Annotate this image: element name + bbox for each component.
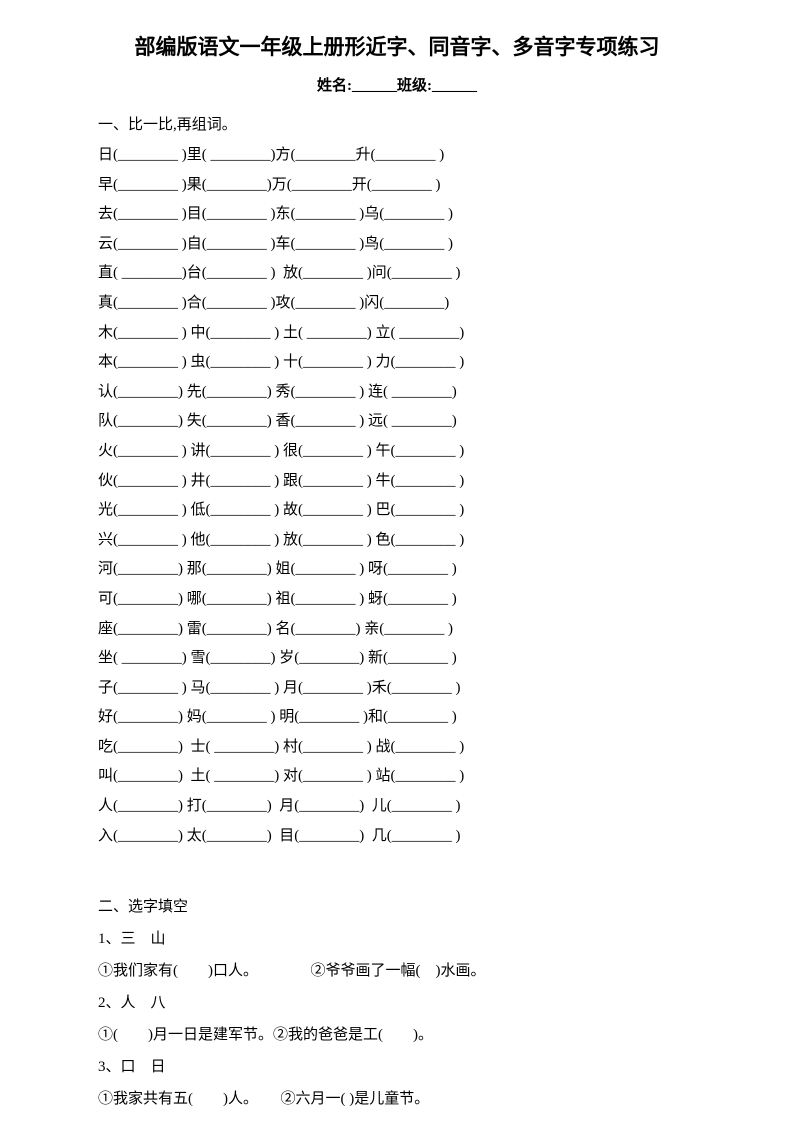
fill-blank-sentence: ①我们家有( )口人。 ②爷爷画了一幅( )水画。 bbox=[98, 963, 486, 980]
section2-item: 1、三 山 ①我们家有( )口人。 ②爷爷画了一幅( )水画。 bbox=[98, 923, 734, 987]
word-pair-row: 真(________ )合(________ )攻(________ )闪(__… bbox=[98, 294, 450, 311]
word-pair-row: 好(________) 妈(________ ) 明(________ )和(_… bbox=[98, 709, 457, 726]
word-pair-row: 本(________ ) 虫(________ ) 十(________ ) 力… bbox=[98, 354, 465, 371]
word-pair-row: 火(________ ) 讲(________ ) 很(________ ) 午… bbox=[98, 442, 465, 459]
word-pair-row: 队(________) 失(________) 香(________ ) 远( … bbox=[98, 413, 457, 430]
word-pair-row: 光(________ ) 低(________ ) 故(________ ) 巴… bbox=[98, 502, 465, 519]
section1-rows: 日(________ )里( ________)方(________升(____… bbox=[98, 141, 734, 851]
word-pair-row: 云(________ )自(________ )车(________ )鸟(__… bbox=[98, 235, 453, 252]
word-pair-row: 去(________ )目(________ )东(________ )乌(__… bbox=[98, 206, 453, 223]
section1-heading: 一、比一比,再组词。 bbox=[98, 117, 237, 133]
word-pair-row: 子(________ ) 马(________ ) 月(________ )禾(… bbox=[98, 679, 461, 696]
worksheet-body: 一、比一比,再组词。 日(________ )里( ________)方(___… bbox=[98, 112, 734, 1115]
word-pair-row: 早(________ )果(________)万(________开(_____… bbox=[98, 176, 441, 193]
word-pair-row: 直( ________)台(________ ) 放(________ )问(_… bbox=[98, 265, 461, 282]
section2: 二、选字填空 1、三 山 ①我们家有( )口人。 ②爷爷画了一幅( )水画。 2… bbox=[98, 891, 734, 1115]
word-pair-row: 可(________) 哪(________) 祖(________ ) 蚜(_… bbox=[98, 590, 457, 607]
word-pair-row: 认(________) 先(________) 秀(________ ) 连( … bbox=[98, 383, 457, 400]
word-pair-row: 叫(________) 土( ________) 对(________ ) 站(… bbox=[98, 768, 465, 785]
fill-blank-sentence: ①我家共有五( )人。 ②六月一( )是儿童节。 bbox=[98, 1091, 430, 1108]
name-class-line: 姓名:______班级:______ bbox=[317, 78, 477, 94]
choice-chars: 1、三 山 bbox=[98, 931, 166, 948]
word-pair-row: 日(________ )里( ________)方(________升(____… bbox=[98, 147, 445, 163]
word-pair-row: 河(________) 那(________) 姐(________ ) 呀(_… bbox=[98, 561, 457, 578]
word-pair-row: 伙(________ ) 井(________ ) 跟(________ ) 牛… bbox=[98, 472, 465, 489]
section2-item: 3、口 日 ①我家共有五( )人。 ②六月一( )是儿童节。 bbox=[98, 1051, 734, 1115]
word-pair-row: 座(________) 雷(________) 名(________) 亲(__… bbox=[98, 620, 453, 637]
choice-chars: 3、口 日 bbox=[98, 1059, 166, 1076]
word-pair-row: 吃(________) 士( ________) 村(________ ) 战(… bbox=[98, 738, 465, 755]
fill-blank-sentence: ①( )月一日是建军节。②我的爸爸是工( )。 bbox=[98, 1027, 433, 1044]
word-pair-row: 入(________) 太(________) 目(________) 几(__… bbox=[98, 827, 461, 844]
section2-item: 2、人 八 ①( )月一日是建军节。②我的爸爸是工( )。 bbox=[98, 987, 734, 1051]
word-pair-row: 坐( ________) 雪(________) 岁(________) 新(_… bbox=[98, 650, 457, 667]
section2-heading: 二、选字填空 bbox=[98, 899, 189, 916]
word-pair-row: 木(________ ) 中(________ ) 土( ________) 立… bbox=[98, 324, 465, 341]
choice-chars: 2、人 八 bbox=[98, 995, 166, 1012]
word-pair-row: 人(________) 打(________) 月(________) 儿(__… bbox=[98, 798, 461, 815]
page-title: 部编版语文一年级上册形近字、同音字、多音字专项练习 bbox=[134, 35, 660, 59]
word-pair-row: 兴(________ ) 他(________ ) 放(________ ) 色… bbox=[98, 531, 465, 548]
